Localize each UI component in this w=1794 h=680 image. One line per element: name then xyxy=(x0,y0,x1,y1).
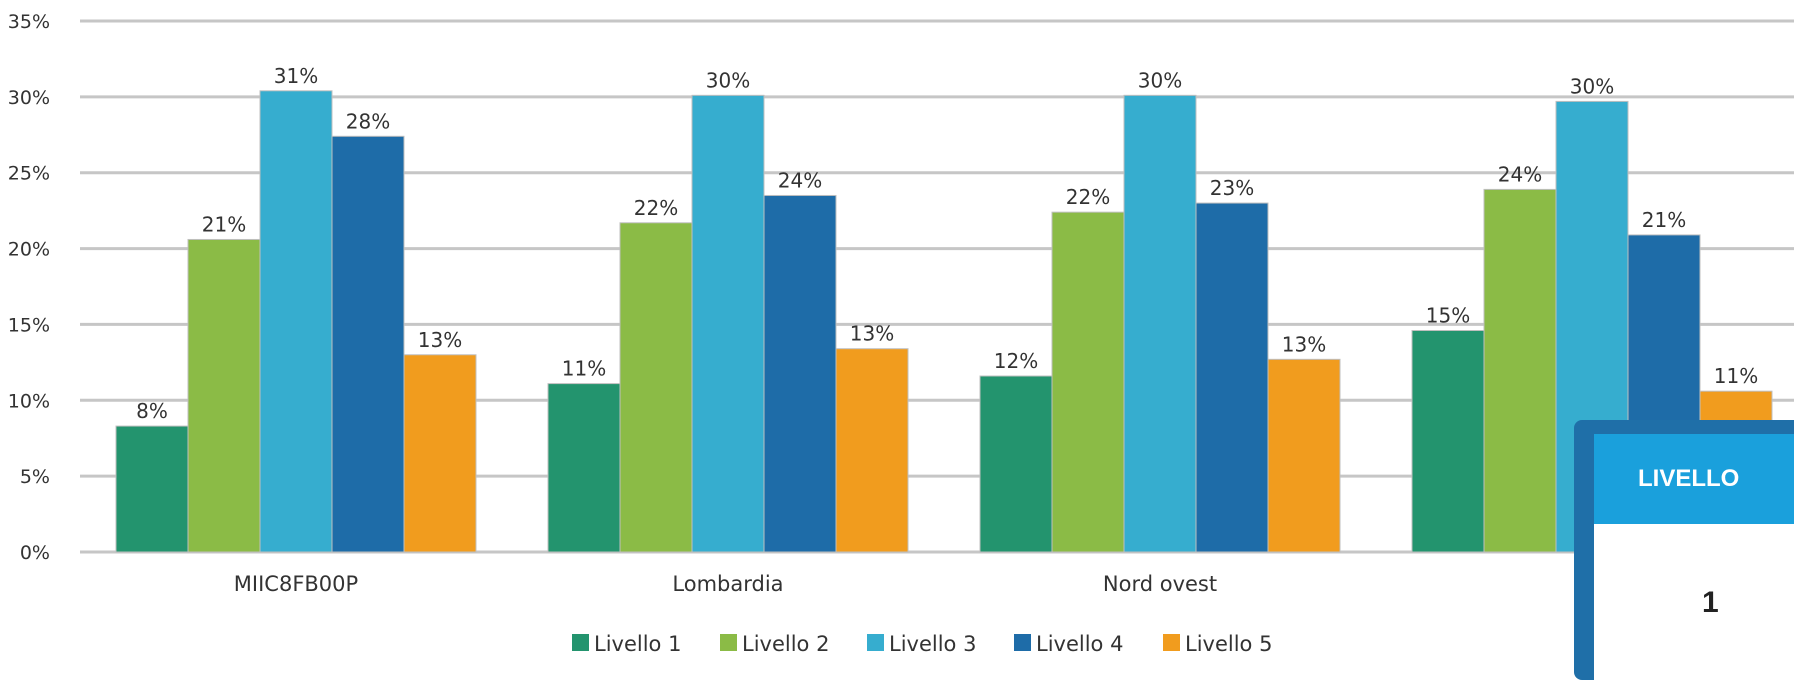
bar xyxy=(259,90,333,553)
data-label: 15% xyxy=(1426,303,1470,327)
data-label: 24% xyxy=(778,168,822,192)
data-label: 12% xyxy=(994,349,1038,373)
data-label: 21% xyxy=(1642,208,1686,232)
data-label: 13% xyxy=(418,328,462,352)
level-panel-header: LIVELLO xyxy=(1594,434,1794,524)
bar xyxy=(187,238,261,553)
y-tick-label: 25% xyxy=(8,163,50,185)
bar xyxy=(691,94,765,553)
y-tick-label: 35% xyxy=(8,11,50,33)
y-tick-label: 15% xyxy=(8,314,50,336)
legend-label: Livello 2 xyxy=(742,632,829,656)
bar xyxy=(1051,211,1125,553)
data-label: 30% xyxy=(1138,68,1182,92)
bar xyxy=(331,135,405,553)
y-tick-label: 0% xyxy=(20,542,50,564)
legend-label: Livello 3 xyxy=(889,632,976,656)
x-category-label: Nord ovest xyxy=(1103,572,1217,596)
bar xyxy=(763,194,837,553)
data-label: 22% xyxy=(634,196,678,220)
bar xyxy=(1483,188,1557,553)
bar xyxy=(1123,94,1197,553)
y-tick-label: 5% xyxy=(20,466,50,488)
data-label: 28% xyxy=(346,109,390,133)
data-label: 23% xyxy=(1210,176,1254,200)
data-label: 24% xyxy=(1498,162,1542,186)
data-label: 13% xyxy=(850,322,894,346)
legend-swatch xyxy=(1014,634,1031,651)
level-panel: LIVELLO 1 xyxy=(1574,420,1794,680)
bar xyxy=(835,348,909,553)
data-label: 22% xyxy=(1066,185,1110,209)
bar xyxy=(115,425,189,553)
legend-label: Livello 4 xyxy=(1036,632,1123,656)
x-category-label: MIIC8FB00P xyxy=(234,572,358,596)
bar xyxy=(1267,358,1341,553)
bar xyxy=(979,375,1053,553)
data-label: 11% xyxy=(562,357,606,381)
x-category-label: Lombardia xyxy=(672,572,783,596)
legend-swatch xyxy=(867,634,884,651)
legend-label: Livello 5 xyxy=(1185,632,1272,656)
bar-chart: 0% 5% 10% 15% 20% 25% 30% 35% 8% 21% 31% 28% 13% MIIC… xyxy=(8,11,1794,656)
level-panel-body: LIVELLO 1 xyxy=(1594,434,1794,680)
bar xyxy=(547,383,621,553)
legend-swatch xyxy=(572,634,589,651)
data-label: 30% xyxy=(1570,74,1614,98)
data-label: 31% xyxy=(274,64,318,88)
data-label: 11% xyxy=(1714,364,1758,388)
bar xyxy=(619,222,693,553)
bar xyxy=(403,354,477,553)
legend-label: Livello 1 xyxy=(594,632,681,656)
bar xyxy=(1411,329,1485,553)
legend-swatch xyxy=(720,634,737,651)
data-label: 21% xyxy=(202,212,246,236)
level-panel-value: 1 xyxy=(1702,586,1719,619)
y-tick-label: 30% xyxy=(8,87,50,109)
data-label: 8% xyxy=(136,399,168,423)
data-label: 13% xyxy=(1282,332,1326,356)
legend-swatch xyxy=(1163,634,1180,651)
y-tick-label: 10% xyxy=(8,390,50,412)
data-label: 30% xyxy=(706,68,750,92)
bar xyxy=(1195,202,1269,553)
y-tick-label: 20% xyxy=(8,239,50,261)
